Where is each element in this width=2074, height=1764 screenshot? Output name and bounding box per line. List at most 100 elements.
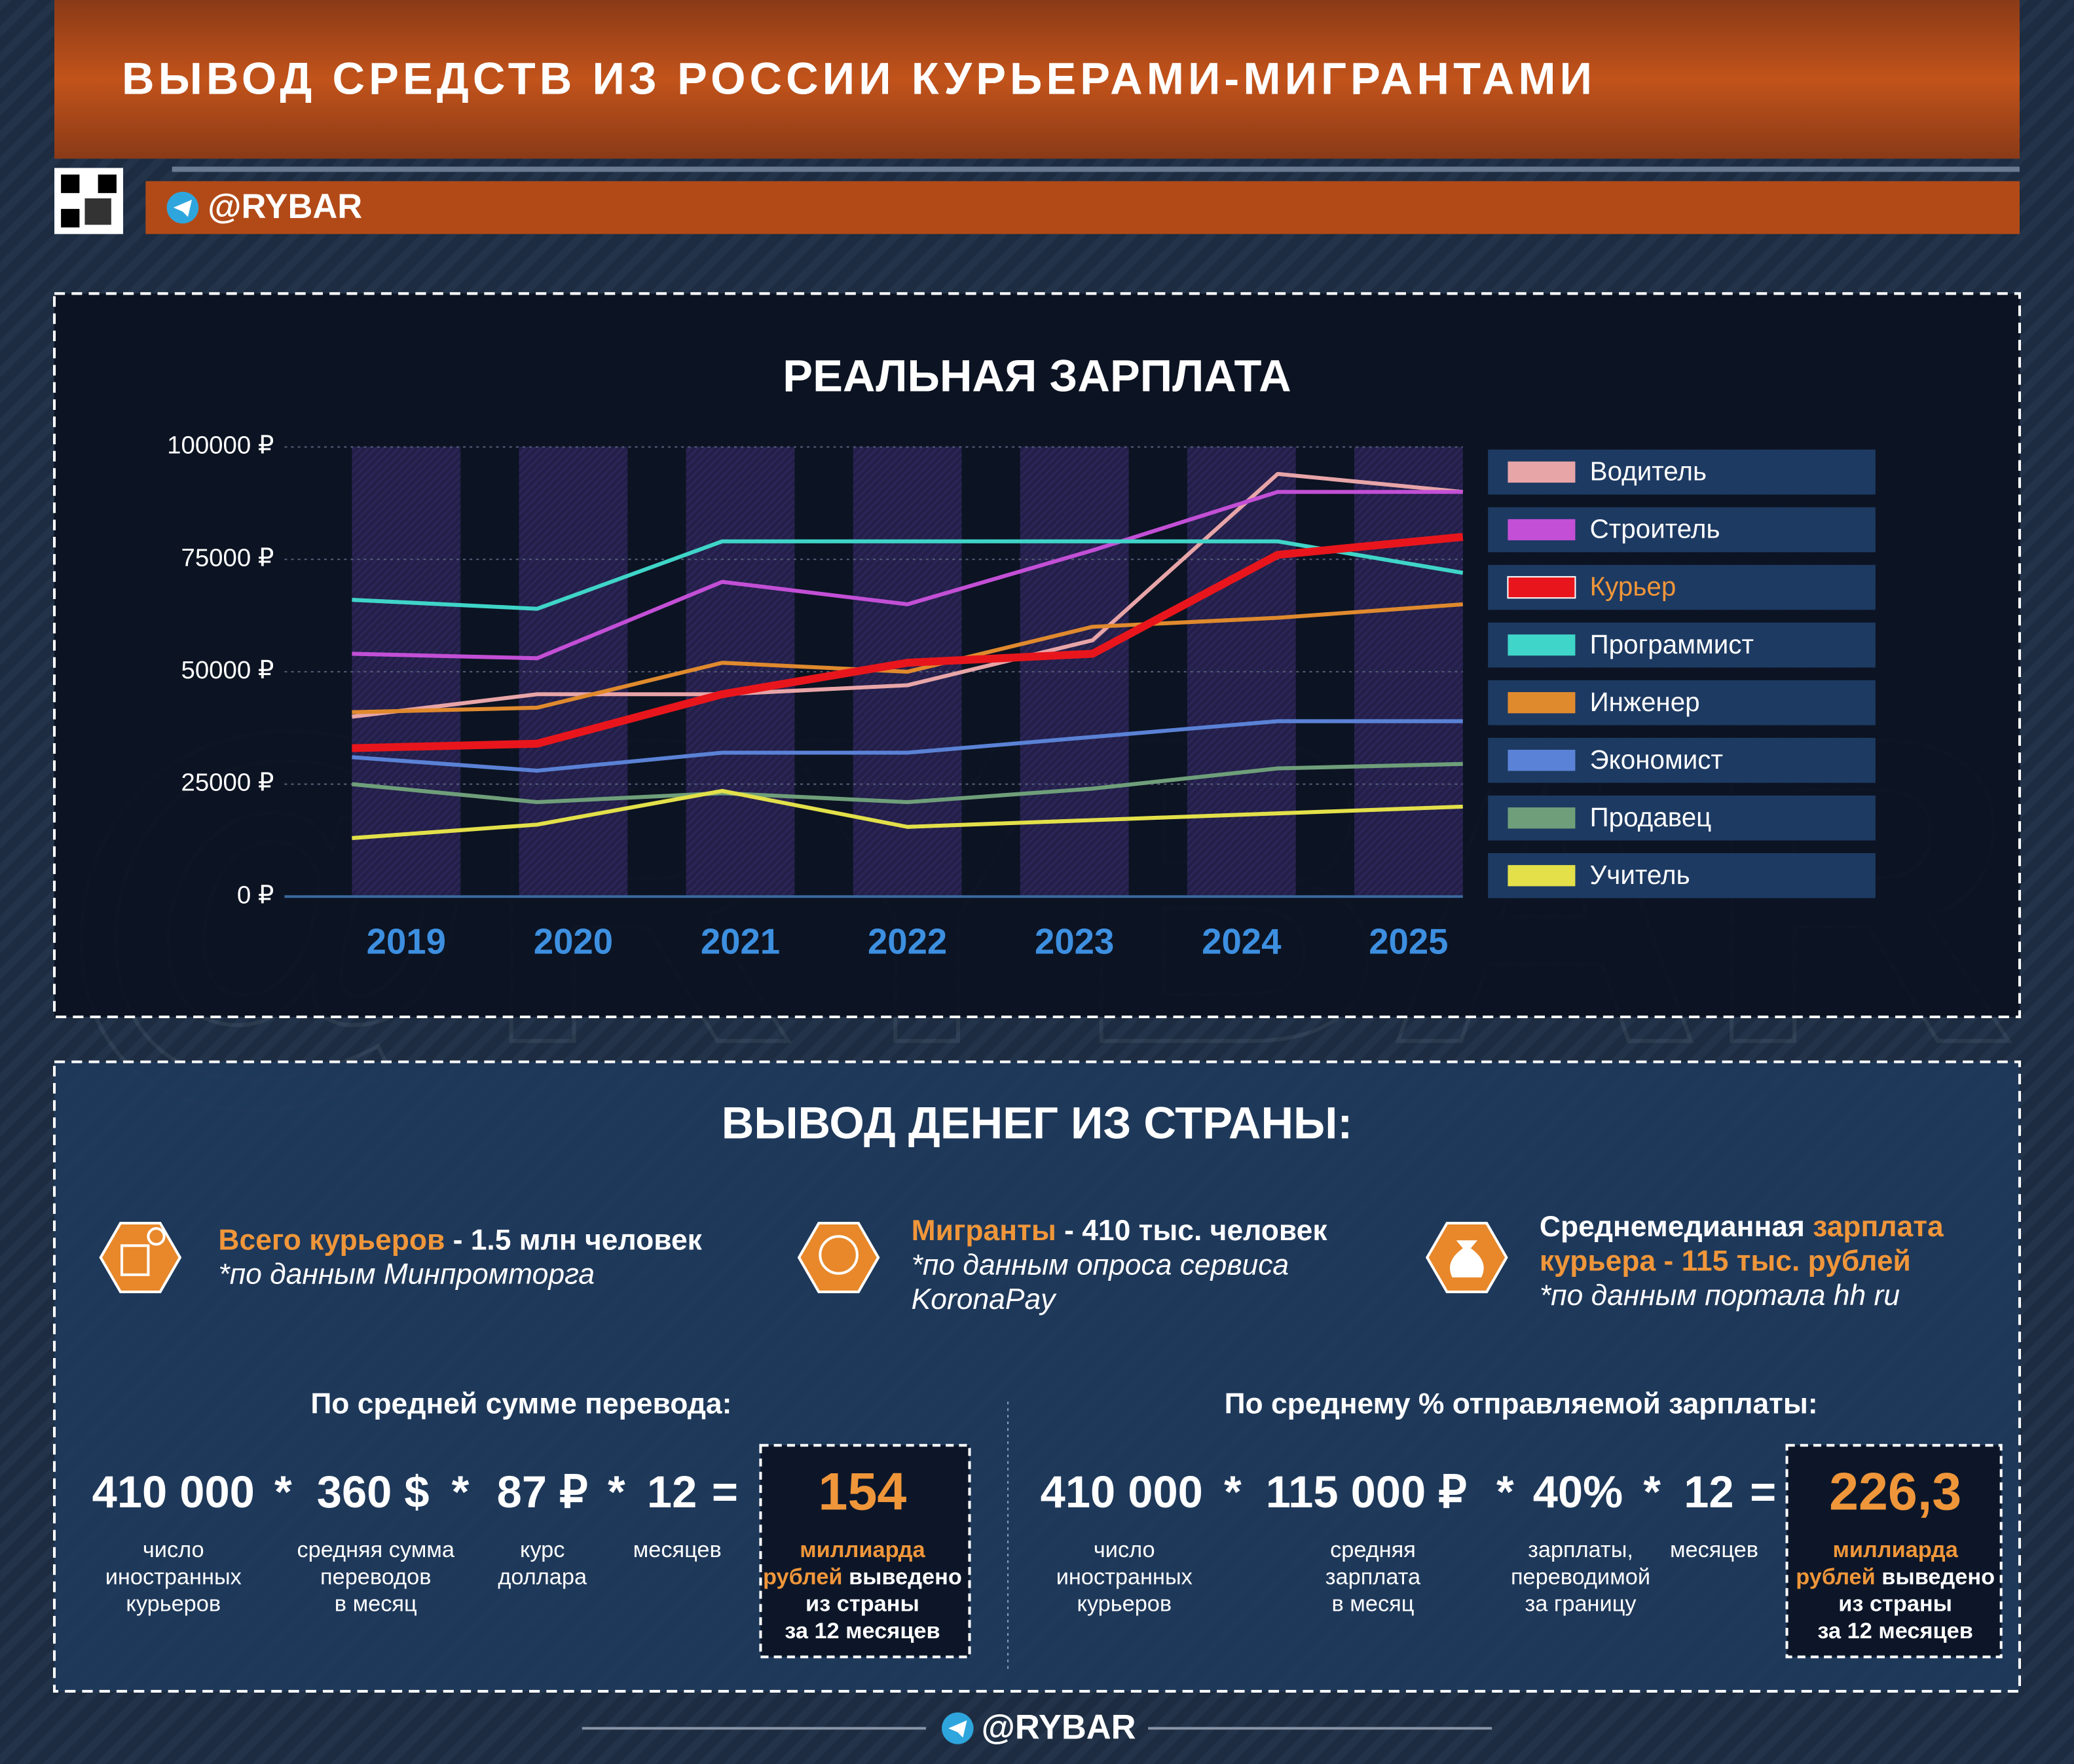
formula-term: 410 000 (1041, 1467, 1203, 1517)
result-caption-segment: выведено (843, 1564, 962, 1589)
x-tick-label: 2021 (701, 921, 780, 961)
legend-label: Инженер (1590, 687, 1700, 717)
legend-label: Строитель (1590, 514, 1720, 544)
handle-bar (145, 181, 2020, 234)
legend-swatch (1507, 576, 1576, 599)
fact-note: *по данным опроса сервиса (912, 1249, 1289, 1281)
footer-handle: @RYBAR (982, 1708, 1136, 1746)
legend-label: Программист (1590, 629, 1754, 659)
outflow-panel (52, 1060, 2022, 1693)
x-tick-label: 2020 (534, 921, 613, 961)
formula-term: 115 000 ₽ (1266, 1467, 1467, 1517)
formula-caption: курс (520, 1537, 565, 1562)
telegram-plane (948, 1720, 967, 1738)
chart-title: РЕАЛЬНАЯ ЗАРПЛАТА (783, 351, 1291, 401)
result-caption-segment: за 12 месяцев (785, 1619, 940, 1644)
formula-caption: переводимой (1511, 1564, 1650, 1589)
result-caption: из страны (806, 1592, 919, 1617)
formula-caption: иностранных (105, 1564, 242, 1589)
column-band (352, 447, 461, 897)
legend-swatch (1508, 692, 1576, 714)
icon-bag (1449, 1240, 1484, 1277)
formula-caption: в месяц (335, 1592, 417, 1617)
legend-label: Экономист (1590, 744, 1723, 775)
formula-caption: в месяц (1332, 1592, 1415, 1617)
result-box (1785, 1444, 2003, 1659)
divider (172, 166, 2020, 172)
legend-swatch (1508, 461, 1576, 483)
formula-result: 226,3 (1829, 1462, 1961, 1521)
formula-term: 360 $ (317, 1467, 430, 1517)
legend-label: Продавец (1590, 802, 1712, 832)
formula-caption: число (143, 1537, 204, 1562)
y-tick-label: 25000 ₽ (181, 769, 274, 797)
formula-title: По среднему % отправляемой зарплаты: (1225, 1387, 1818, 1420)
qr-part (98, 174, 117, 193)
formula-term: * (274, 1467, 292, 1517)
result-caption-segment: миллиарда (800, 1537, 925, 1562)
result-caption-segment: рублей (1796, 1564, 1876, 1589)
formula-caption: средняя сумма (297, 1537, 454, 1562)
series-line (352, 762, 1463, 805)
icon-head (147, 1227, 166, 1246)
formula-caption: курьеров (126, 1592, 221, 1617)
x-tick-label: 2019 (367, 921, 446, 961)
series-line (352, 471, 1464, 719)
series-line (352, 539, 1464, 611)
column-band (519, 447, 628, 897)
series-line (352, 490, 1463, 661)
fact-note: KoronaPay (912, 1283, 1058, 1315)
result-caption-segment: из страны (1838, 1592, 1952, 1617)
x-tick-label: 2022 (868, 921, 947, 961)
qr-part (61, 174, 80, 193)
icon-box (120, 1244, 150, 1276)
formula-caption: доллара (498, 1564, 587, 1589)
result-caption: из страны (1838, 1592, 1952, 1617)
legend-swatch (1508, 807, 1576, 829)
x-tick-label: 2025 (1369, 921, 1448, 961)
fact-segment: зарплата (1813, 1211, 1944, 1243)
result-caption: миллиарда (800, 1537, 925, 1562)
result-caption: за 12 месяцев (785, 1619, 940, 1644)
fact-segment: Всего курьеров (218, 1224, 445, 1256)
formula-title: По средней сумме перевода: (310, 1387, 731, 1420)
formula-term: 410 000 (92, 1467, 255, 1517)
formula-caption: месяцев (1670, 1537, 1758, 1562)
result-caption: за 12 месяцев (1817, 1619, 1972, 1644)
formula-caption: месяцев (633, 1537, 722, 1562)
result-caption-segment: выведено (1876, 1564, 1995, 1589)
result-caption: рублей выведено (1796, 1564, 1995, 1589)
formula-caption: средняя (1330, 1537, 1416, 1562)
result-caption: рублей выведено (763, 1564, 962, 1589)
qr-part (61, 209, 80, 228)
legend-label: Водитель (1590, 456, 1707, 487)
formula-caption: зарплаты, (1528, 1537, 1633, 1562)
legend-swatch (1508, 634, 1576, 656)
handle: @RYBAR (208, 187, 362, 226)
y-tick-label: 0 ₽ (237, 881, 274, 909)
column-band (686, 447, 795, 897)
page-title: ВЫВОД СРЕДСТВ ИЗ РОССИИ КУРЬЕРАМИ-МИГРАН… (122, 53, 1596, 103)
formula-result: 154 (819, 1462, 907, 1521)
formula-caption: иностранных (1056, 1564, 1193, 1589)
formula-term: * (1496, 1467, 1514, 1517)
y-tick-label: 75000 ₽ (181, 543, 274, 572)
fact-segment: - 410 тыс. человек (1056, 1215, 1328, 1247)
result-caption: миллиарда (1832, 1537, 1958, 1562)
formula-term: 87 ₽ (497, 1467, 588, 1517)
formula-caption: зарплата (1325, 1564, 1421, 1589)
outflow-title: ВЫВОД ДЕНЕГ ИЗ СТРАНЫ: (722, 1098, 1352, 1148)
series-line (352, 532, 1464, 752)
y-tick-label: 100000 ₽ (167, 432, 274, 460)
fact-segment: курьера - 115 тыс. рублей (1540, 1245, 1911, 1277)
series-line (352, 602, 1463, 714)
x-tick-label: 2024 (1202, 921, 1282, 961)
x-tick-label: 2023 (1035, 921, 1114, 961)
formula-term: * (1643, 1467, 1661, 1517)
icon (99, 1222, 1508, 1294)
icon-globe (819, 1235, 859, 1275)
legend-label: Учитель (1590, 860, 1690, 890)
y-tick-label: 50000 ₽ (181, 656, 274, 684)
header-bar (54, 0, 2020, 159)
